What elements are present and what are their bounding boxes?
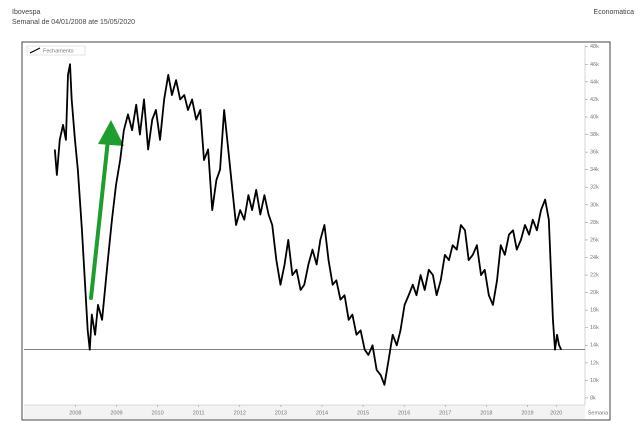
x-tick-label: 2010 bbox=[151, 410, 163, 416]
x-tick-label: 2017 bbox=[439, 410, 451, 416]
y-tick-label: 32k bbox=[590, 185, 599, 191]
y-tick-label: 24k bbox=[590, 255, 599, 261]
y-tick-label: 48k bbox=[590, 44, 599, 50]
y-tick-label: 46k bbox=[590, 62, 599, 68]
x-tick-label: 2009 bbox=[110, 410, 122, 416]
y-tick-label: 16k bbox=[590, 325, 599, 331]
y-tick-label: 18k bbox=[590, 308, 599, 314]
legend-box bbox=[26, 45, 86, 56]
x-tick-label: 2019 bbox=[521, 410, 533, 416]
x-tick-label: 2016 bbox=[398, 410, 410, 416]
y-tick-label: 28k bbox=[590, 220, 599, 226]
annotation-arrow bbox=[89, 120, 124, 300]
chart-title: Ibovespa bbox=[12, 9, 41, 16]
y-tick-label: 10k bbox=[590, 378, 599, 384]
arrow-head bbox=[98, 120, 124, 146]
arrow-shaft bbox=[89, 138, 110, 300]
y-tick-label: 36k bbox=[590, 150, 599, 156]
x-tick-label: 2015 bbox=[357, 410, 369, 416]
x-tick-label: 2011 bbox=[193, 410, 205, 416]
y-tick-label: 40k bbox=[590, 114, 599, 120]
x-tick-label: 2018 bbox=[480, 410, 492, 416]
y-tick-label: 12k bbox=[590, 360, 599, 366]
brand: Economatica bbox=[594, 9, 635, 16]
y-tick-label: 14k bbox=[590, 343, 599, 349]
y-tick-label: 34k bbox=[590, 167, 599, 173]
legend: Fechamento bbox=[26, 45, 86, 56]
x-axis-band bbox=[24, 405, 585, 419]
chart-subtitle: Semanal de 04/01/2008 ate 15/05/2020 bbox=[12, 19, 135, 26]
y-tick-label: 38k bbox=[590, 132, 599, 138]
x-tick-label: 2012 bbox=[234, 410, 246, 416]
data-line bbox=[53, 63, 562, 386]
x-tick-label: 2013 bbox=[275, 410, 287, 416]
y-tick-label: 30k bbox=[590, 202, 599, 208]
y-tick-label: 20k bbox=[590, 290, 599, 296]
x-tick-label: 2008 bbox=[69, 410, 81, 416]
y-tick-label: 44k bbox=[590, 79, 599, 85]
y-tick-label: 42k bbox=[590, 97, 599, 103]
x-tick-label: 2014 bbox=[316, 410, 328, 416]
y-tick-label: 8k bbox=[590, 395, 596, 401]
y-tick-label: 26k bbox=[590, 237, 599, 243]
x-axis-label: Semana bbox=[588, 410, 609, 416]
frame bbox=[21, 41, 611, 421]
legend-swatch bbox=[29, 47, 41, 54]
y-tick-label: 22k bbox=[590, 273, 599, 279]
legend-label: Fechamento bbox=[43, 48, 74, 54]
x-tick-label: 2020 bbox=[550, 410, 562, 416]
